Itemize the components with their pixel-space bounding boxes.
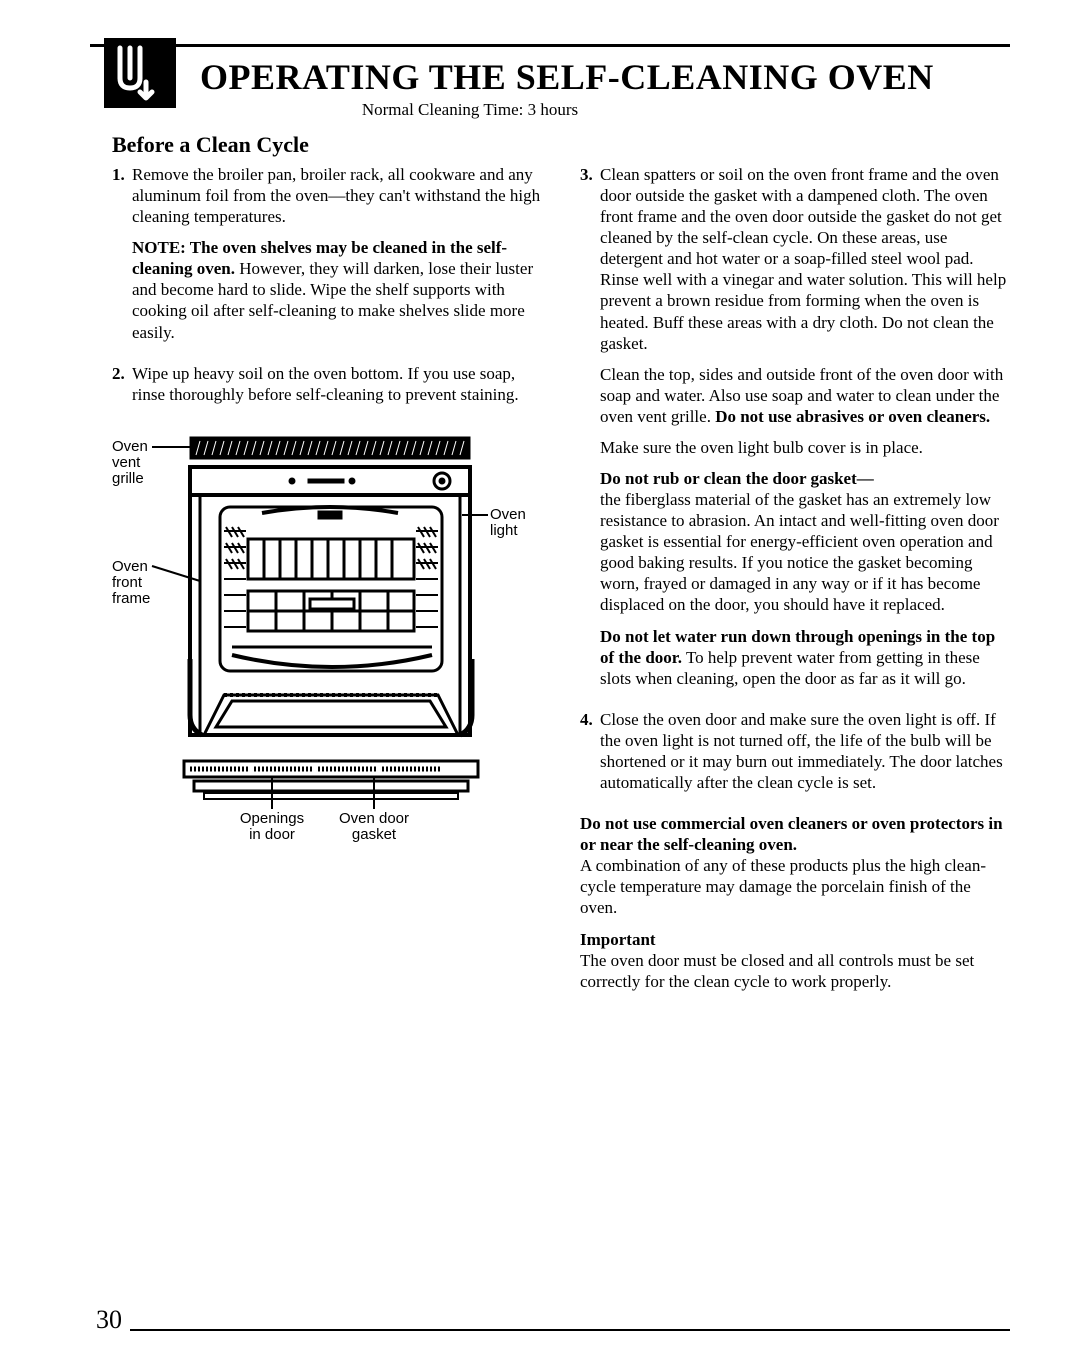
step-text: Wipe up heavy soil on the oven bottom. I…: [132, 363, 542, 405]
section-heading: Before a Clean Cycle: [112, 132, 309, 158]
step-1: 1. Remove the broiler pan, broiler rack,…: [112, 164, 542, 353]
page-subtitle: Normal Cleaning Time: 3 hours: [200, 100, 740, 120]
text: A combination of any of these products p…: [580, 856, 986, 917]
important-text: The oven door must be closed and all con…: [580, 951, 974, 991]
step-text: Close the oven door and make sure the ov…: [600, 709, 1010, 793]
step-para: Do not rub or clean the door gasket— the…: [600, 468, 1010, 616]
step-text: Clean spatters or soil on the oven front…: [600, 164, 1010, 354]
step-number: 1.: [112, 164, 132, 353]
step-number: 3.: [580, 164, 600, 699]
label-front-frame: Ovenfrontframe: [112, 558, 150, 607]
step-3: 3. Clean spatters or soil on the oven fr…: [580, 164, 1010, 699]
step-number: 4.: [580, 709, 600, 803]
important-label: Important: [580, 930, 656, 949]
step-para: Do not let water run down through openin…: [600, 626, 1010, 689]
text-bold: Do not use commercial oven cleaners or o…: [580, 814, 1003, 854]
step-number: 2.: [112, 363, 132, 415]
logo-icon: [104, 38, 176, 108]
left-column: 1. Remove the broiler pan, broiler rack,…: [112, 164, 542, 1002]
step-para: Clean the top, sides and outside front o…: [600, 364, 1010, 427]
warning-para: Do not use commercial oven cleaners or o…: [580, 813, 1010, 918]
page-number: 30: [96, 1305, 122, 1335]
step-para: Make sure the oven light bulb cover is i…: [600, 437, 1010, 458]
label-oven-light: Ovenlight: [490, 506, 526, 539]
text-bold: Do not use abrasives or oven cleaners.: [715, 407, 990, 426]
text: the fiberglass material of the gasket ha…: [600, 490, 999, 614]
oven-diagram: Ovenventgrille Ovenfrontframe Ovenlight …: [112, 431, 542, 856]
label-openings: Openingsin door: [240, 810, 304, 843]
step-2: 2. Wipe up heavy soil on the oven bottom…: [112, 363, 542, 415]
text-bold: Do not rub or clean the door gasket—: [600, 469, 874, 488]
top-rule: [90, 44, 1010, 47]
important-block: Important The oven door must be closed a…: [580, 929, 1010, 992]
label-gasket: Oven doorgasket: [339, 810, 409, 843]
content-columns: 1. Remove the broiler pan, broiler rack,…: [112, 164, 1010, 1002]
step-text: Remove the broiler pan, broiler rack, al…: [132, 164, 542, 227]
label-vent-grille: Ovenventgrille: [112, 438, 148, 487]
title-block: OPERATING THE SELF-CLEANING OVEN Normal …: [200, 56, 1010, 120]
step-note: NOTE: The oven shelves may be cleaned in…: [132, 237, 542, 342]
bottom-rule: [130, 1329, 1010, 1331]
right-column: 3. Clean spatters or soil on the oven fr…: [580, 164, 1010, 1002]
step-4: 4. Close the oven door and make sure the…: [580, 709, 1010, 803]
page-title: OPERATING THE SELF-CLEANING OVEN: [200, 56, 1010, 98]
